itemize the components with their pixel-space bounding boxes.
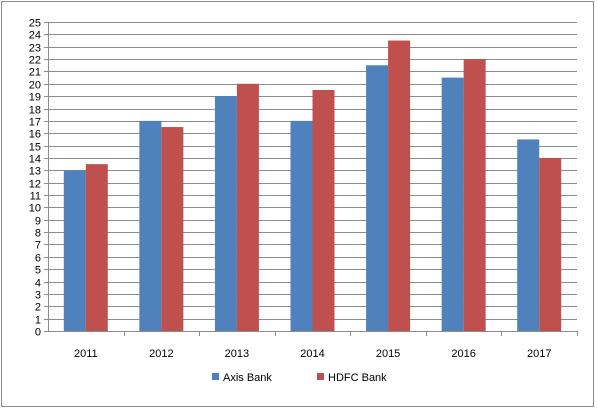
x-tick-label: 2011 bbox=[74, 348, 98, 360]
bar bbox=[161, 127, 184, 331]
tick-labels: 0123456789101112131415161718192021222324… bbox=[29, 18, 552, 361]
x-tick-label: 2017 bbox=[527, 348, 551, 360]
bar bbox=[312, 89, 335, 331]
y-tick-label: 2 bbox=[35, 302, 41, 314]
y-tick-label: 11 bbox=[30, 191, 41, 203]
y-tick-label: 14 bbox=[29, 154, 41, 166]
y-tick-label: 25 bbox=[29, 18, 41, 30]
y-tick-label: 20 bbox=[29, 80, 41, 92]
y-tick-label: 24 bbox=[29, 30, 41, 42]
legend-swatch bbox=[317, 373, 324, 380]
y-tick-label: 22 bbox=[29, 55, 41, 67]
y-tick-label: 21 bbox=[29, 67, 41, 79]
bar bbox=[214, 96, 237, 331]
x-tick-label: 2016 bbox=[451, 348, 475, 360]
bar bbox=[236, 83, 259, 331]
x-tick-label: 2015 bbox=[376, 348, 400, 360]
x-tick-label: 2013 bbox=[225, 348, 249, 360]
y-tick-label: 6 bbox=[35, 253, 41, 265]
y-tick-label: 10 bbox=[29, 203, 41, 215]
y-tick-label: 13 bbox=[29, 166, 41, 178]
y-tick-label: 15 bbox=[29, 142, 41, 154]
bar bbox=[63, 170, 86, 331]
y-tick-label: 9 bbox=[35, 216, 41, 228]
legend: Axis Bank HDFC Bank bbox=[212, 372, 387, 384]
legend-swatch bbox=[212, 373, 219, 380]
bars bbox=[63, 40, 562, 332]
y-tick-label: 7 bbox=[35, 240, 41, 252]
y-tick-label: 19 bbox=[29, 92, 41, 104]
y-tick-label: 5 bbox=[35, 265, 41, 277]
y-tick-label: 8 bbox=[35, 228, 41, 240]
bar bbox=[463, 59, 486, 332]
y-tick-label: 4 bbox=[35, 278, 41, 290]
bar bbox=[290, 120, 313, 331]
bar bbox=[85, 164, 108, 331]
y-tick-label: 18 bbox=[29, 105, 41, 117]
y-tick-label: 17 bbox=[29, 117, 41, 129]
bar bbox=[366, 65, 389, 331]
bar bbox=[517, 139, 540, 331]
bar bbox=[539, 157, 562, 331]
y-tick-label: 1 bbox=[35, 315, 41, 327]
y-tick-label: 0 bbox=[35, 327, 41, 339]
axes bbox=[44, 22, 578, 336]
y-tick-label: 12 bbox=[29, 179, 41, 191]
bar bbox=[139, 120, 162, 331]
y-tick-label: 3 bbox=[35, 290, 41, 302]
legend-label: Axis Bank bbox=[223, 372, 272, 384]
bar bbox=[388, 40, 411, 331]
x-tick-label: 2014 bbox=[300, 348, 324, 360]
bar bbox=[441, 77, 464, 332]
y-tick-label: 23 bbox=[29, 43, 41, 55]
legend-label: HDFC Bank bbox=[328, 372, 387, 384]
x-tick-label: 2012 bbox=[149, 348, 173, 360]
y-tick-label: 16 bbox=[29, 129, 41, 141]
